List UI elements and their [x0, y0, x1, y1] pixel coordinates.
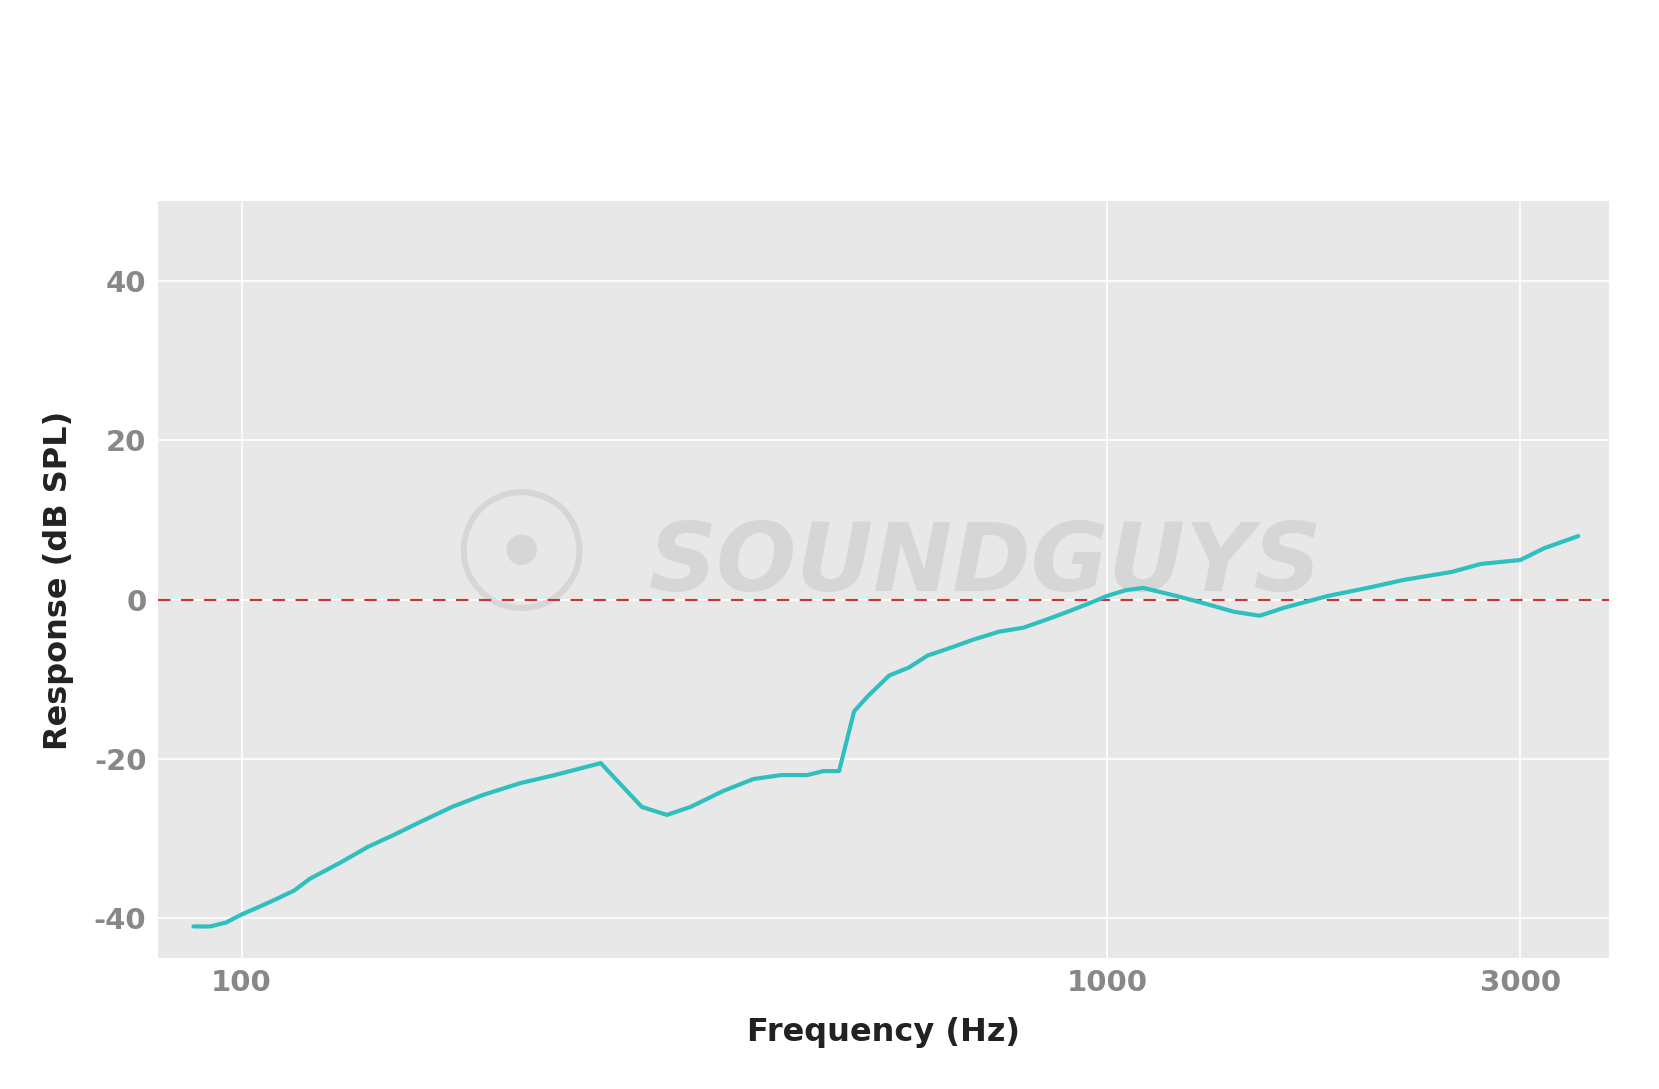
Text: Logitech G Pro X Frequency Response (voice band): Logitech G Pro X Frequency Response (voi…: [231, 56, 1428, 97]
Text: ☉: ☉: [446, 484, 596, 646]
Text: SOUNDGUYS: SOUNDGUYS: [649, 518, 1322, 611]
X-axis label: Frequency (Hz): Frequency (Hz): [747, 1017, 1020, 1048]
Y-axis label: Response (dB SPL): Response (dB SPL): [43, 411, 75, 749]
